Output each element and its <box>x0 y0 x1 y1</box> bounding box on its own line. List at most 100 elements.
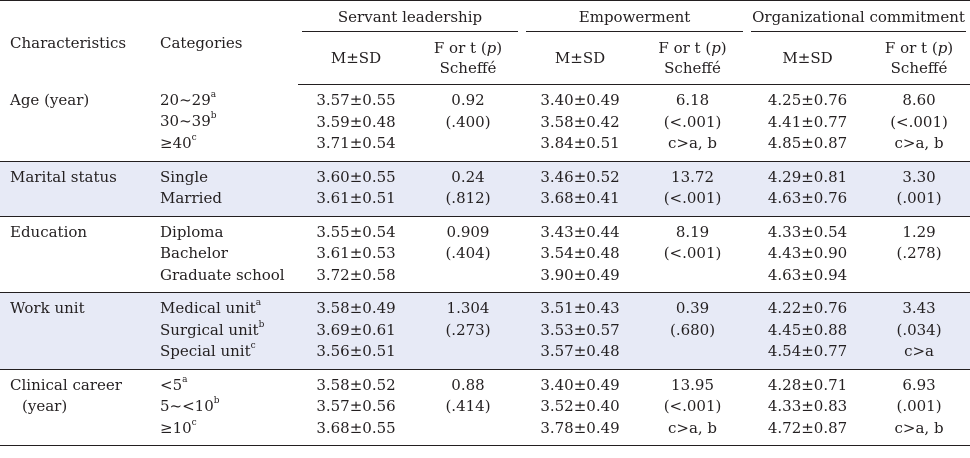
empowerment-ftest-cell: 0.39 (.680) <box>638 293 747 370</box>
table-row: Education Diploma Bachelor Graduate school 3… <box>0 216 970 293</box>
empowerment-msd-cell-line: 3.40±0.49 <box>540 375 620 394</box>
servant-leadership-ftest-cell: 0.88 (.414) <box>414 369 522 446</box>
characteristic-cell: Work unit <box>0 293 148 370</box>
commitment-ftest-cell-line: 3.43 <box>902 299 936 317</box>
servant-leadership-ftest-cell-line: (.273) <box>445 320 491 339</box>
ftest-label: F or t (p) <box>884 39 954 57</box>
group-label: Empowerment <box>526 7 744 32</box>
category-label: Surgical unit <box>160 320 259 339</box>
category-item: 20~29a <box>160 90 298 112</box>
category-label: Graduate school <box>160 265 285 284</box>
empowerment-ftest-cell-line: c>a, b <box>667 418 718 437</box>
servant-leadership-ftest-cell: 0.909 (.404) <box>414 216 522 293</box>
commitment-msd-cell-line: 4.45±0.88 <box>767 320 848 339</box>
commitment-ftest-cell-line: (.001) <box>896 397 942 415</box>
empowerment-ftest-cell-line: (<.001) <box>663 189 722 207</box>
commitment-ftest-cell-line: 1.29 <box>902 222 936 241</box>
categories-cell: Diploma Bachelor Graduate school <box>148 216 298 293</box>
commitment-ftest-cell-line: 6.93 <box>902 375 936 394</box>
empowerment-msd-cell-line: 3.68±0.41 <box>540 189 620 207</box>
commitment-ftest-cell-line: (.001) <box>896 189 942 207</box>
commitment-msd-cell-line: 4.41±0.77 <box>767 112 848 131</box>
commitment-ftest-cell-line: c>a, b <box>894 134 944 152</box>
scheffe-label: Scheffé <box>890 59 948 77</box>
servant-leadership-ftest-cell-line: (.400) <box>445 112 491 131</box>
category-superscript: a <box>210 89 217 100</box>
empowerment-ftest-cell-line: c>a, b <box>667 134 718 152</box>
categories-cell: Medical unita Surgical unitb Special unitc <box>148 293 298 370</box>
empowerment-ftest-cell-line: (<.001) <box>663 112 722 131</box>
empowerment-ftest-cell-line: (<.001) <box>663 244 722 262</box>
category-item: Diploma <box>160 222 298 244</box>
header-group-organizational-commitment: Organizational commitment <box>747 1 970 35</box>
empowerment-msd-cell-line: 3.46±0.52 <box>540 167 620 186</box>
header-group-servant-leadership: Servant leadership <box>298 1 522 35</box>
header-categories: Categories <box>160 33 243 52</box>
category-superscript: c <box>191 132 197 143</box>
commitment-msd-cell: 4.33±0.54 4.43±0.90 4.63±0.94 <box>747 216 868 293</box>
characteristic-cell-line: Marital status <box>10 167 117 186</box>
category-superscript: b <box>258 319 265 330</box>
servant-leadership-msd-cell: 3.57±0.55 3.59±0.48 3.71±0.54 <box>298 85 414 162</box>
servant-leadership-msd-cell-line: 3.59±0.48 <box>316 112 396 131</box>
commitment-msd-cell-line: 4.29±0.81 <box>767 167 848 186</box>
category-label: <5 <box>160 375 183 394</box>
empowerment-msd-cell-line: 3.54±0.48 <box>540 244 620 262</box>
header-ftest: F or t (p) Scheffé <box>868 34 970 85</box>
ftest-label: F or t (p) <box>658 39 727 57</box>
characteristic-cell-line: Education <box>10 222 88 241</box>
table-row: Clinical career (year) <5a 5~<10b ≥10c 3.58±0… <box>0 369 970 446</box>
category-superscript: c <box>250 341 256 351</box>
ftest-label: F or t (p) <box>433 39 503 57</box>
servant-leadership-msd-cell: 3.55±0.54 3.61±0.53 3.72±0.58 <box>298 216 414 293</box>
category-item: Medical unita <box>160 298 298 320</box>
empowerment-msd-cell-line: 3.52±0.40 <box>540 397 620 415</box>
commitment-ftest-cell: 3.43 (.034) c>a <box>868 293 970 370</box>
category-item: Single <box>160 167 298 189</box>
commitment-ftest-cell: 1.29 (.278) <box>868 216 970 293</box>
empowerment-ftest-cell: 6.18 (<.001) c>a, b <box>638 85 747 162</box>
servant-leadership-ftest-cell-line: 0.92 <box>451 91 485 109</box>
servant-leadership-msd-cell-line: 3.58±0.52 <box>316 375 396 394</box>
characteristic-cell-line: Age (year) <box>10 90 90 109</box>
empowerment-msd-cell: 3.40±0.49 3.58±0.42 3.84±0.51 <box>522 85 638 162</box>
commitment-msd-cell-line: 4.63±0.94 <box>767 265 848 284</box>
servant-leadership-ftest-cell-line: (.812) <box>445 189 491 207</box>
empowerment-ftest-cell-line: (<.001) <box>663 397 722 415</box>
table-row: Marital status Single Married 3.60±0.55 3.61… <box>0 161 970 216</box>
category-label: 30~39 <box>160 112 211 130</box>
commitment-msd-cell-line: 4.22±0.76 <box>767 299 848 317</box>
commitment-ftest-cell-line: (<.001) <box>890 112 948 131</box>
category-label: Medical unit <box>160 299 256 317</box>
servant-leadership-ftest-cell: 1.304 (.273) <box>414 293 522 370</box>
commitment-msd-cell-line: 4.63±0.76 <box>767 189 848 207</box>
empowerment-msd-cell-line: 3.57±0.48 <box>540 342 620 360</box>
header-ftest: F or t (p) Scheffé <box>638 34 748 85</box>
commitment-msd-cell-line: 4.43±0.90 <box>767 244 848 262</box>
empowerment-ftest-cell: 8.19 (<.001) <box>638 216 747 293</box>
categories-cell: <5a 5~<10b ≥10c <box>148 369 298 446</box>
empowerment-ftest-cell-line: 8.19 <box>675 222 710 241</box>
header-ms: M±SD <box>747 34 869 85</box>
characteristic-cell-line: Clinical career <box>10 375 122 394</box>
scheffe-label: Scheffé <box>439 59 497 77</box>
header-ftest: F or t (p) Scheffé <box>414 34 523 85</box>
header-characteristics: Characteristics <box>10 33 127 52</box>
servant-leadership-ftest-cell-line: 0.909 <box>446 222 490 241</box>
category-item: ≥10c <box>160 418 298 440</box>
characteristic-cell-line: Work unit <box>10 299 85 317</box>
empowerment-msd-cell-line: 3.90±0.49 <box>540 265 620 284</box>
category-label: Diploma <box>160 222 224 241</box>
servant-leadership-msd-cell-line: 3.68±0.55 <box>316 418 396 437</box>
servant-leadership-msd-cell-line: 3.72±0.58 <box>316 265 396 284</box>
empowerment-msd-cell: 3.43±0.44 3.54±0.48 3.90±0.49 <box>522 216 638 293</box>
empowerment-ftest-cell-line: 0.39 <box>675 299 710 317</box>
servant-leadership-ftest-cell-line: 0.88 <box>451 375 485 394</box>
commitment-ftest-cell-line: (.034) <box>896 320 942 339</box>
empowerment-msd-cell-line: 3.84±0.51 <box>540 134 620 152</box>
category-label: Special unit <box>160 342 251 360</box>
servant-leadership-ftest-cell-line: (.404) <box>445 244 491 262</box>
category-item: 30~39b <box>160 111 298 133</box>
characteristic-cell: Clinical career (year) <box>0 369 148 446</box>
empowerment-msd-cell-line: 3.43±0.44 <box>540 222 620 241</box>
